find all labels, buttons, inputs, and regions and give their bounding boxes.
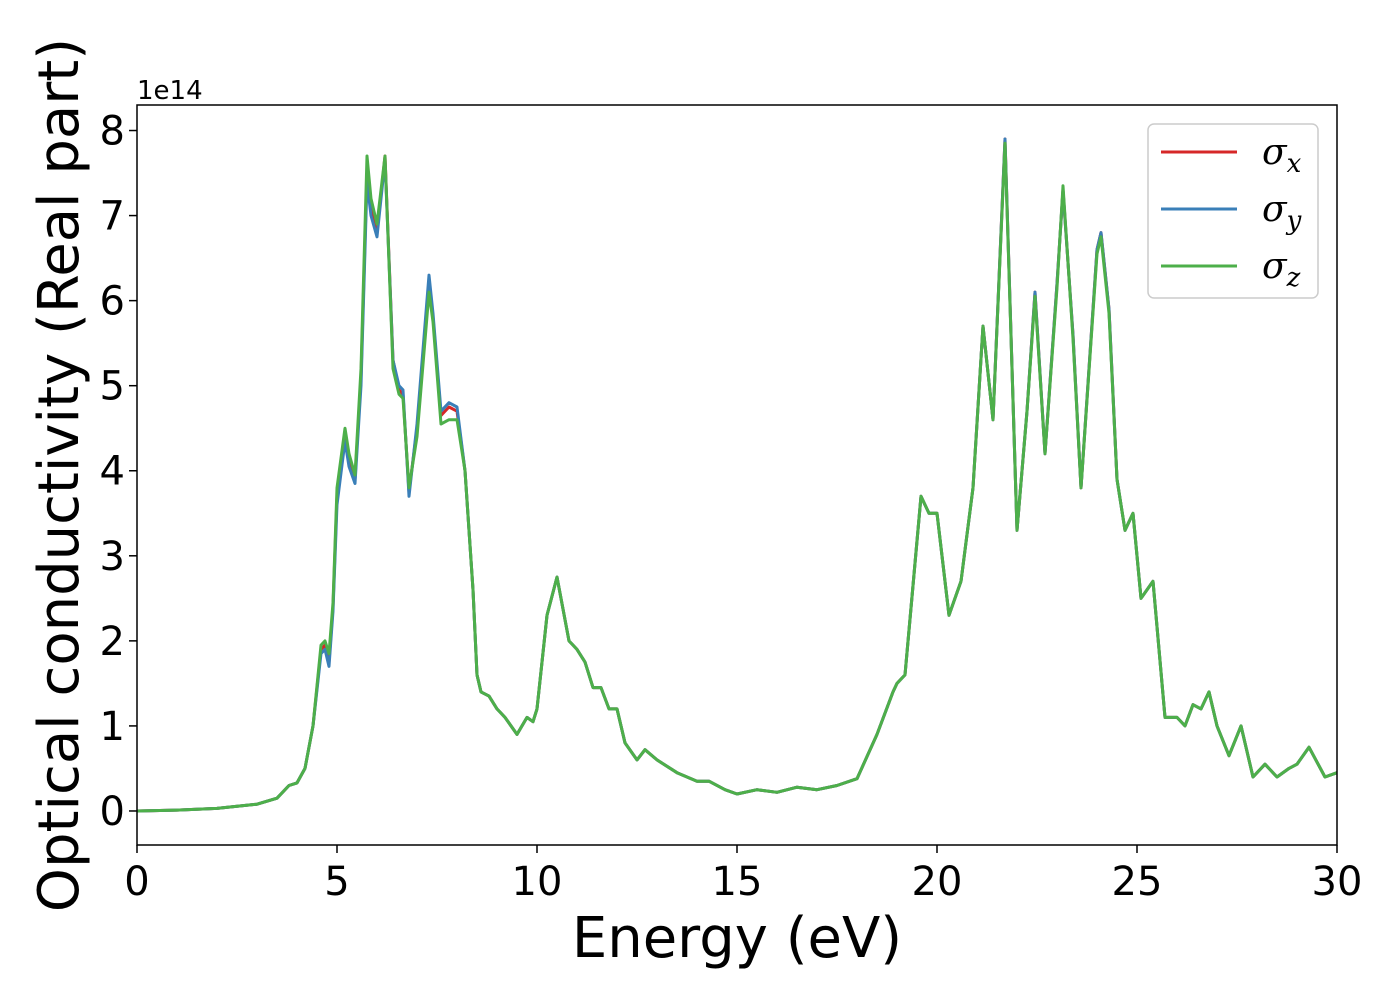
x-tick-label: 20 [912, 859, 963, 905]
legend-label-y: σy [1262, 189, 1302, 236]
series-layer [136, 137, 1338, 813]
plot-background [137, 105, 1337, 845]
x-tick-label: 25 [1112, 859, 1163, 905]
x-axis-ticks: 0 5 10 15 20 25 30 [124, 845, 1362, 905]
y-tick-label: 2 [100, 619, 125, 665]
y-tick-label: 3 [100, 534, 125, 580]
y-tick-label: 7 [100, 194, 125, 240]
x-axis-title: Energy (eV) [572, 906, 902, 971]
y-offset-label: 1e14 [137, 76, 203, 106]
y-tick-label: 6 [100, 279, 125, 325]
y-tick-label: 4 [100, 449, 125, 495]
y-axis-title: Optical conductivity (Real part) [27, 38, 92, 912]
x-tick-label: 15 [712, 859, 763, 905]
x-tick-label: 5 [324, 859, 349, 905]
series-line-z [136, 141, 1338, 813]
y-tick-label: 5 [100, 364, 125, 410]
x-tick-label: 0 [124, 859, 149, 905]
y-tick-label: 1 [100, 704, 125, 750]
y-axis-ticks: 0 1 2 3 4 5 6 7 8 [100, 109, 137, 835]
y-tick-label: 0 [100, 789, 125, 835]
legend-box [1147, 123, 1319, 299]
x-tick-label: 10 [512, 859, 563, 905]
x-tick-label: 30 [1312, 859, 1363, 905]
y-tick-label: 8 [100, 109, 125, 155]
